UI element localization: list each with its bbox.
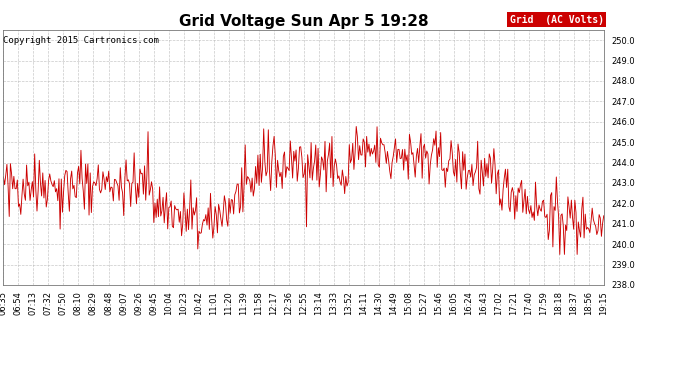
Title: Grid Voltage Sun Apr 5 19:28: Grid Voltage Sun Apr 5 19:28 [179, 14, 428, 29]
Text: Grid  (AC Volts): Grid (AC Volts) [510, 15, 604, 25]
Text: Copyright 2015 Cartronics.com: Copyright 2015 Cartronics.com [3, 36, 159, 45]
